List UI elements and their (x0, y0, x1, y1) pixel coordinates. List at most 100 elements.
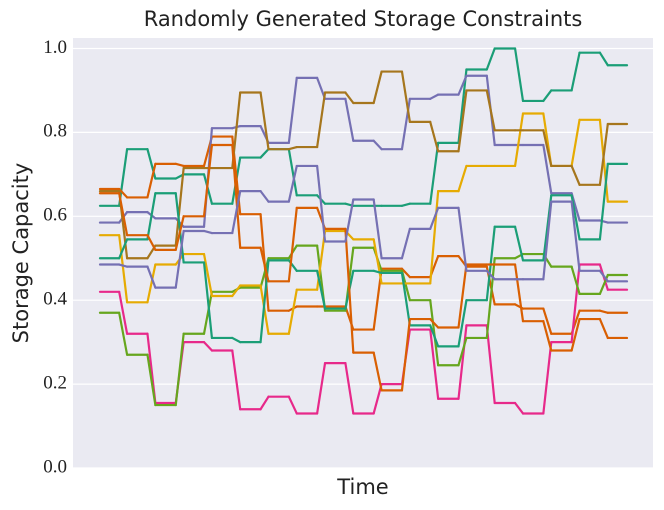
line-connector (344, 198, 355, 243)
line-connector (429, 299, 440, 367)
line-connector (513, 263, 525, 323)
line-connector (344, 362, 355, 415)
line-connector (400, 267, 411, 279)
line-connector (287, 288, 298, 335)
line-connector (202, 341, 214, 352)
line-connector (542, 307, 553, 335)
line-connector (231, 190, 242, 235)
line-connector (457, 206, 468, 272)
line-connector (485, 324, 496, 405)
line-connector (118, 311, 129, 356)
y-tick-label: 0.0 (43, 456, 67, 477)
line-connector (287, 145, 298, 151)
line-connector (202, 229, 214, 235)
line-connector (174, 229, 185, 289)
line-connector (598, 269, 609, 283)
line-connector (146, 234, 157, 251)
line-connector (118, 234, 129, 304)
line-connector (598, 309, 609, 314)
line-connector (457, 89, 468, 153)
line-connector (287, 76, 298, 144)
line-connector (146, 263, 157, 304)
line-connector (570, 263, 581, 344)
line-connector (372, 351, 383, 392)
line-connector (513, 225, 525, 262)
line-connector (542, 89, 553, 103)
line-connector (146, 265, 157, 289)
y-tick-label: 0.6 (43, 205, 67, 226)
line-connector (485, 269, 496, 281)
line-connector (457, 164, 468, 193)
line-connector (146, 192, 157, 241)
line-connector (287, 206, 298, 283)
line-connector (202, 252, 214, 298)
line-connector (400, 317, 411, 392)
line-connector (118, 290, 129, 335)
line-connector (287, 395, 298, 415)
line-connector (174, 192, 185, 264)
line-connector (429, 93, 440, 100)
y-tick-label: 0.2 (43, 372, 67, 393)
x-axis-label: Time (336, 475, 388, 499)
line-connector (542, 129, 553, 168)
line-connector (372, 198, 383, 260)
line-connector (598, 51, 609, 67)
line-connector (316, 269, 327, 310)
line-connector (457, 299, 468, 348)
line-connector (231, 349, 242, 411)
line-connector (202, 290, 214, 335)
line-connector (485, 89, 496, 132)
line-connector (429, 120, 440, 153)
line-connector (174, 162, 185, 168)
line-connector (146, 353, 157, 407)
line-connector (259, 148, 270, 159)
y-tick-label: 0.4 (43, 289, 67, 310)
line-connector (118, 263, 129, 268)
line-connector (570, 200, 581, 272)
line-connector (400, 227, 411, 260)
line-connector (287, 148, 298, 197)
line-connector (542, 143, 553, 195)
line-connector (429, 190, 440, 285)
line-connector (259, 246, 270, 283)
line-connector (372, 70, 383, 105)
line-connector (542, 320, 553, 352)
line-connector (542, 341, 553, 415)
line-connector (174, 166, 185, 247)
line-connector (429, 317, 440, 329)
line-connector (400, 271, 411, 327)
line-connector (429, 141, 440, 205)
line-connector (231, 336, 242, 344)
line-connector (570, 317, 581, 352)
line-connector (146, 162, 157, 199)
line-connector (400, 70, 411, 124)
line-connector (372, 269, 383, 275)
line-connector (570, 164, 581, 186)
plot-area (73, 38, 653, 468)
line-connector (598, 317, 609, 340)
line-connector (513, 112, 525, 168)
line-connector (118, 238, 129, 260)
line-connector (287, 164, 298, 203)
y-tick-label: 0.8 (43, 121, 67, 142)
line-connector (259, 395, 270, 411)
line-connector (259, 190, 270, 203)
line-connector (513, 47, 525, 103)
line-connector (174, 332, 185, 407)
line-connector (202, 261, 214, 340)
line-connector (372, 139, 383, 151)
line-connector (457, 263, 468, 329)
line-connector (429, 206, 440, 230)
line-connector (457, 324, 468, 400)
line-connector (457, 336, 468, 367)
line-connector (457, 74, 468, 96)
line-connector (316, 91, 327, 149)
line-connector (570, 51, 581, 92)
line-connector (400, 202, 411, 207)
line-connector (231, 143, 242, 249)
line-connector (570, 118, 581, 168)
line-connector (259, 91, 270, 151)
line-connector (344, 227, 355, 354)
y-tick-label: 1.0 (43, 37, 67, 58)
line-connector (429, 324, 440, 348)
